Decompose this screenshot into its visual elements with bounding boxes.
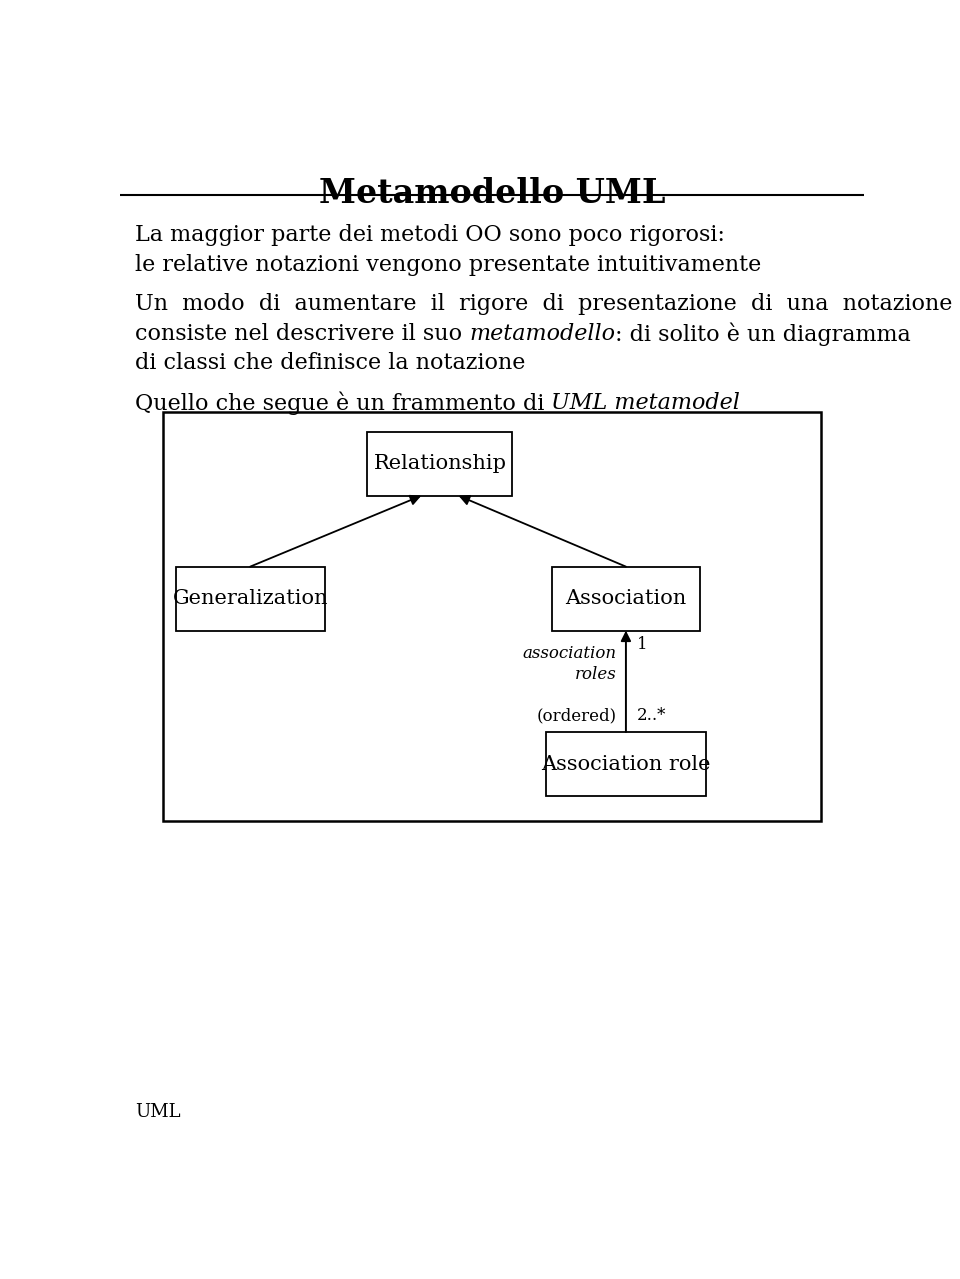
- Text: metamodello: metamodello: [469, 322, 615, 345]
- Text: consiste nel descrivere il suo: consiste nel descrivere il suo: [134, 322, 469, 345]
- Bar: [163, 413, 821, 821]
- Bar: [368, 432, 513, 496]
- Text: UML metamodel: UML metamodel: [551, 391, 740, 414]
- Text: 2..*: 2..*: [637, 707, 666, 724]
- Bar: [546, 732, 706, 796]
- Bar: [176, 567, 324, 631]
- Text: 1: 1: [637, 636, 648, 652]
- Text: UML: UML: [134, 1102, 180, 1120]
- Text: (ordered): (ordered): [537, 707, 617, 724]
- Text: : di solito è un diagramma: : di solito è un diagramma: [615, 322, 911, 347]
- Text: La maggior parte dei metodi OO sono poco rigorosi:: La maggior parte dei metodi OO sono poco…: [134, 224, 725, 247]
- Text: Quello che segue è un frammento di: Quello che segue è un frammento di: [134, 391, 551, 416]
- Text: di classi che definisce la notazione: di classi che definisce la notazione: [134, 353, 525, 375]
- Text: Association role: Association role: [541, 755, 710, 774]
- Text: le relative notazioni vengono presentate intuitivamente: le relative notazioni vengono presentate…: [134, 255, 761, 276]
- Text: Metamodello UML: Metamodello UML: [319, 177, 665, 210]
- Text: Relationship: Relationship: [373, 454, 507, 473]
- Text: Association: Association: [565, 590, 686, 608]
- Text: Generalization: Generalization: [173, 590, 328, 608]
- Text: Un  modo  di  aumentare  il  rigore  di  presentazione  di  una  notazione: Un modo di aumentare il rigore di presen…: [134, 293, 952, 316]
- Bar: [551, 567, 700, 631]
- Text: association
roles: association roles: [523, 645, 617, 683]
